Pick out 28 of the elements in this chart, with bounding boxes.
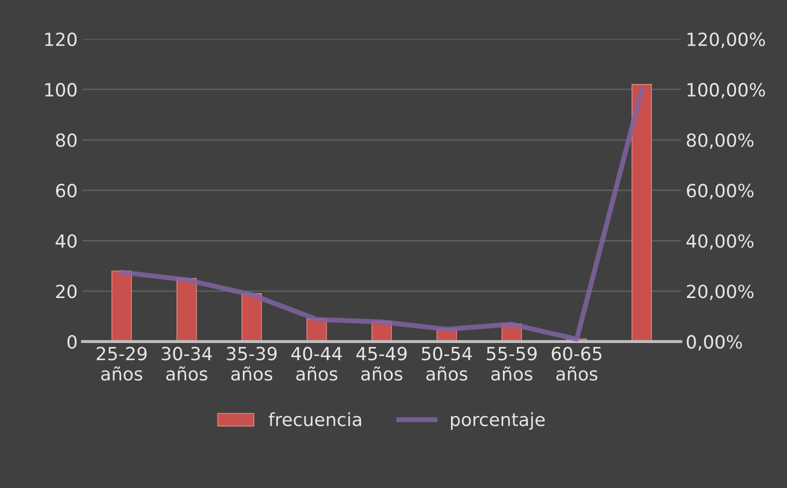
y-tick-label: 20: [56, 284, 77, 298]
y-tick-label: 120: [45, 32, 77, 46]
x-tick-label: 35-39 años: [226, 346, 277, 381]
y2-tick-label: 80,00%: [686, 133, 754, 149]
y-tick-label: 60: [56, 184, 77, 198]
y2-tick-label: 60,00%: [686, 184, 754, 200]
x-tick-label: 40-44 años: [291, 346, 342, 381]
x-tick-label: 55-59 años: [486, 346, 537, 381]
bar: [176, 278, 197, 342]
x-tick-label: 50-54 años: [422, 346, 472, 381]
legend-label: porcentaje: [451, 412, 545, 430]
x-tick-label: 45-49 años: [356, 346, 407, 381]
y2-tick-label: 100,00%: [688, 82, 765, 98]
y-tick-label: 40: [56, 234, 77, 248]
x-tick-label: 30-34 años: [162, 346, 212, 381]
y2-tick-label: 20,00%: [686, 284, 754, 300]
y2-tick-label: 40,00%: [686, 234, 754, 250]
legend-label: frecuencia: [268, 412, 362, 426]
bar: [632, 84, 652, 342]
x-tick-label: 60-65 años: [552, 346, 602, 381]
y-tick-label: 100: [45, 82, 77, 97]
y2-tick-label: 0,00%: [686, 335, 742, 351]
y2-tick-label: 120,00%: [688, 32, 765, 48]
y-tick-label: 80: [56, 133, 77, 148]
y-tick-label: 0: [67, 335, 77, 349]
bar: [111, 270, 132, 342]
x-tick-label: 25-29 años: [96, 346, 147, 381]
line-series: [119, 87, 644, 342]
